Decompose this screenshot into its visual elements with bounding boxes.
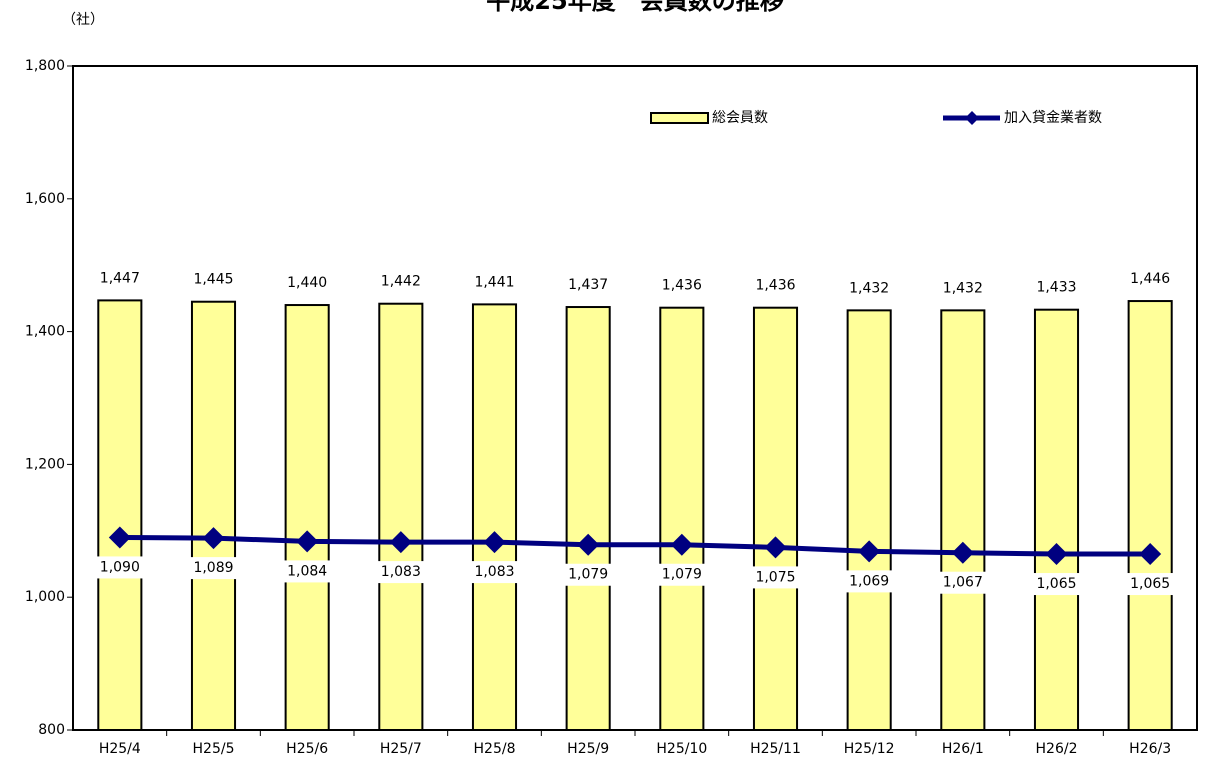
y-unit: （社）	[62, 12, 104, 28]
marker	[670, 533, 693, 556]
label-background	[189, 557, 238, 580]
x-tick-label: H26/3	[1129, 741, 1171, 757]
legend-label: 加入貸金業者数	[1004, 110, 1102, 126]
bar-value-label: 1,441	[474, 274, 514, 290]
x-tick-label: H25/9	[567, 741, 609, 757]
marker	[108, 526, 131, 549]
x-tick-label: H25/10	[656, 741, 707, 757]
marker	[202, 527, 225, 550]
line-value-label: 1,067	[943, 575, 983, 591]
bar-value-label: 1,433	[1036, 280, 1076, 296]
bar	[284, 304, 330, 731]
bar	[97, 299, 143, 731]
bar	[565, 306, 611, 731]
marker	[1045, 543, 1068, 566]
bar-value-label: 1,432	[849, 280, 889, 296]
bar-value-label: 1,446	[1130, 271, 1170, 287]
x-tick-label: H25/11	[750, 741, 801, 757]
bar-value-label: 1,442	[381, 274, 421, 290]
line-value-label: 1,065	[1130, 576, 1170, 592]
y-tick-label: 1,600	[25, 191, 65, 207]
chart-title: 平成25年度 会員数の推移	[486, 0, 783, 15]
bar-value-label: 1,436	[662, 278, 702, 294]
x-tick-label: H25/12	[844, 741, 895, 757]
label-background	[95, 556, 144, 579]
x-tick-label: H25/4	[99, 741, 141, 757]
x-tick-label: H25/7	[380, 741, 422, 757]
label-background	[845, 570, 894, 593]
label-background	[1126, 573, 1175, 596]
line-value-label: 1,083	[381, 564, 421, 580]
marker	[858, 540, 881, 563]
plot-area	[72, 65, 1198, 731]
bar-value-label: 1,436	[755, 278, 795, 294]
line-value-label: 1,065	[1036, 576, 1076, 592]
y-tick-label: 800	[38, 722, 65, 738]
bar	[1033, 308, 1080, 731]
line-value-label: 1,079	[662, 567, 702, 583]
marker	[577, 533, 600, 556]
legend-marker	[965, 111, 979, 125]
bar-value-label: 1,432	[943, 280, 983, 296]
bar-value-label: 1,440	[287, 275, 327, 291]
label-background	[470, 561, 519, 584]
x-tick-label: H25/5	[193, 741, 235, 757]
bar	[1127, 300, 1173, 731]
bar	[940, 309, 986, 731]
line-value-label: 1,069	[849, 573, 889, 589]
bar	[846, 309, 892, 731]
marker	[764, 536, 787, 559]
line	[119, 534, 1151, 557]
bar-value-label: 1,437	[568, 277, 608, 293]
bar	[378, 302, 424, 731]
x-tick-label: H26/1	[942, 741, 984, 757]
line-value-label: 1,084	[287, 563, 327, 579]
bar-value-label: 1,445	[193, 272, 233, 288]
x-tick-label: H25/8	[474, 741, 516, 757]
line-value-label: 1,090	[100, 559, 140, 575]
bar	[471, 303, 518, 731]
label-background	[564, 563, 613, 586]
legend-swatch	[650, 112, 709, 124]
line-value-label: 1,083	[474, 564, 514, 580]
x-tick-label: H26/2	[1036, 741, 1078, 757]
label-background	[283, 560, 332, 583]
label-background	[938, 571, 987, 594]
marker	[951, 541, 974, 564]
line-value-label: 1,089	[193, 560, 233, 576]
line-value-label: 1,075	[755, 569, 795, 585]
label-background	[1032, 573, 1081, 596]
bar-value-label: 1,447	[100, 270, 140, 286]
y-tick-label: 1,400	[25, 324, 65, 340]
label-background	[657, 563, 706, 586]
marker	[1139, 543, 1162, 566]
y-tick-label: 1,200	[25, 456, 65, 472]
x-tick-label: H25/6	[286, 741, 328, 757]
y-tick-label: 1,000	[25, 589, 65, 605]
line-value-label: 1,079	[568, 567, 608, 583]
legend-label: 総会員数	[712, 110, 768, 126]
marker	[389, 531, 412, 554]
bar	[190, 300, 237, 731]
label-background	[751, 566, 800, 589]
bar	[752, 306, 799, 731]
y-tick-label: 1,800	[25, 58, 65, 74]
label-background	[376, 561, 425, 584]
marker	[296, 530, 319, 553]
marker	[483, 531, 506, 554]
bar	[659, 306, 705, 731]
